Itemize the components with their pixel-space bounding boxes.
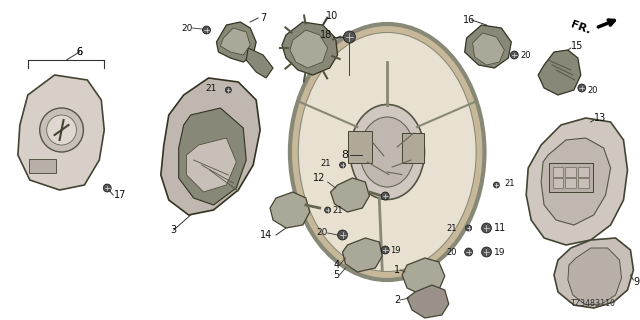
Text: 3: 3 (171, 225, 177, 235)
Polygon shape (541, 138, 611, 225)
Circle shape (466, 225, 472, 231)
Text: 21: 21 (446, 223, 457, 233)
Circle shape (578, 84, 586, 92)
Text: TZ3483110: TZ3483110 (571, 299, 616, 308)
Polygon shape (526, 118, 627, 245)
Text: 20: 20 (316, 228, 328, 236)
Polygon shape (18, 75, 104, 190)
Text: 11: 11 (495, 223, 507, 233)
Polygon shape (220, 28, 250, 55)
Polygon shape (179, 108, 246, 205)
Ellipse shape (299, 33, 476, 271)
Polygon shape (407, 285, 449, 318)
Text: 10: 10 (326, 11, 338, 21)
Text: FR.: FR. (569, 20, 592, 36)
Polygon shape (554, 238, 634, 308)
Circle shape (510, 51, 518, 59)
Text: 7: 7 (260, 13, 266, 23)
Circle shape (465, 248, 472, 256)
Polygon shape (342, 238, 382, 272)
Text: 14: 14 (260, 230, 272, 240)
Text: 8: 8 (342, 150, 349, 160)
Polygon shape (282, 22, 337, 75)
Circle shape (344, 31, 355, 43)
Circle shape (481, 247, 492, 257)
Ellipse shape (299, 33, 476, 271)
FancyBboxPatch shape (29, 159, 56, 173)
Text: 21: 21 (504, 179, 515, 188)
Circle shape (337, 230, 348, 240)
FancyBboxPatch shape (552, 178, 563, 188)
Text: 4: 4 (333, 260, 340, 270)
Polygon shape (161, 78, 260, 215)
FancyBboxPatch shape (579, 166, 589, 177)
Text: 6: 6 (76, 47, 83, 57)
Circle shape (324, 207, 331, 213)
Circle shape (225, 87, 231, 93)
Text: 18: 18 (321, 30, 333, 40)
Text: 5: 5 (333, 270, 340, 280)
FancyBboxPatch shape (565, 178, 577, 188)
Text: 17: 17 (114, 190, 127, 200)
Text: 13: 13 (594, 113, 606, 123)
Polygon shape (290, 30, 328, 68)
Circle shape (103, 184, 111, 192)
Polygon shape (246, 48, 273, 78)
Polygon shape (538, 50, 581, 95)
FancyBboxPatch shape (402, 133, 424, 163)
Text: 20: 20 (181, 23, 193, 33)
Text: 21: 21 (320, 158, 331, 167)
FancyBboxPatch shape (579, 178, 589, 188)
Text: 19: 19 (495, 247, 506, 257)
Polygon shape (568, 248, 621, 305)
Text: 1: 1 (394, 265, 400, 275)
Text: 6: 6 (76, 47, 83, 57)
Circle shape (40, 108, 83, 152)
Text: 12: 12 (314, 173, 326, 183)
Circle shape (381, 246, 389, 254)
Text: 21: 21 (333, 205, 343, 214)
FancyBboxPatch shape (552, 166, 563, 177)
Polygon shape (187, 138, 236, 192)
Polygon shape (465, 25, 511, 68)
Text: 19: 19 (390, 245, 401, 254)
Text: 21: 21 (205, 84, 216, 92)
Polygon shape (270, 192, 310, 228)
Ellipse shape (360, 117, 415, 187)
Text: 20: 20 (588, 85, 598, 94)
Circle shape (381, 192, 389, 200)
Circle shape (47, 115, 76, 145)
Text: 20: 20 (446, 247, 457, 257)
FancyBboxPatch shape (349, 131, 372, 163)
Text: 2: 2 (394, 295, 400, 305)
Ellipse shape (290, 24, 484, 280)
FancyBboxPatch shape (565, 166, 577, 177)
Circle shape (202, 26, 211, 34)
Text: 20: 20 (520, 51, 531, 60)
Polygon shape (472, 33, 504, 65)
Circle shape (340, 162, 346, 168)
Text: 15: 15 (571, 41, 583, 51)
Polygon shape (331, 178, 369, 212)
Text: 9: 9 (634, 277, 639, 287)
Text: 16: 16 (463, 15, 475, 25)
FancyBboxPatch shape (549, 163, 593, 192)
Circle shape (481, 223, 492, 233)
Polygon shape (216, 22, 256, 62)
Polygon shape (402, 258, 445, 295)
Ellipse shape (350, 105, 424, 199)
Circle shape (493, 182, 499, 188)
